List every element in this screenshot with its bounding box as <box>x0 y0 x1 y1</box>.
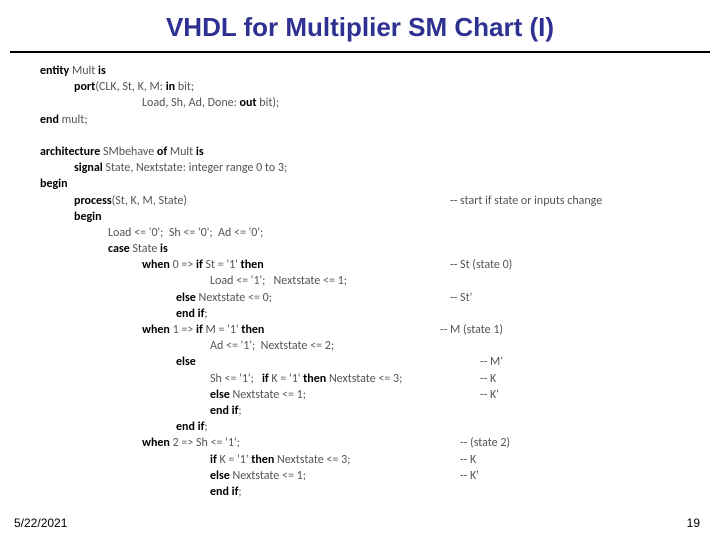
code-comment: -- St' <box>450 290 472 306</box>
code-comment: -- M' <box>480 354 503 370</box>
code-line: begin <box>40 176 720 192</box>
code-line: else-- M' <box>40 354 720 370</box>
code-comment: -- K' <box>460 468 479 484</box>
code-line: architecture SMbehave of Mult is <box>40 144 720 160</box>
code-comment: -- K <box>480 371 496 387</box>
code-line: else Nextstate <= 0;-- St' <box>40 290 720 306</box>
code-comment: -- K <box>460 452 476 468</box>
code-line: begin <box>40 209 720 225</box>
code-line: process(St, K, M, State)-- start if stat… <box>40 193 720 209</box>
code-line: Load, Sh, Ad, Done: out bit); <box>40 95 720 111</box>
code-line: if K = '1' then Nextstate <= 3;-- K <box>40 452 720 468</box>
code-line: else Nextstate <= 1;-- K' <box>40 468 720 484</box>
code-line: else Nextstate <= 1;-- K' <box>40 387 720 403</box>
code-line: when 1 => if M = '1' then-- M (state 1) <box>40 322 720 338</box>
footer-page-number: 19 <box>687 516 700 530</box>
vhdl-code-block: entity Mult isport(CLK, St, K, M: in bit… <box>0 63 720 500</box>
code-comment: -- start if state or inputs change <box>450 193 602 209</box>
code-line: when 0 => if St = '1' then-- St (state 0… <box>40 257 720 273</box>
code-line: Ad <= '1'; Nextstate <= 2; <box>40 338 720 354</box>
code-line: port(CLK, St, K, M: in bit; <box>40 79 720 95</box>
slide-title: VHDL for Multiplier SM Chart (I) <box>0 0 720 51</box>
code-line <box>40 128 720 144</box>
code-line: when 2 => Sh <= '1';-- (state 2) <box>40 435 720 451</box>
code-line: entity Mult is <box>40 63 720 79</box>
code-line: signal State, Nextstate: integer range 0… <box>40 160 720 176</box>
code-line: end if; <box>40 403 720 419</box>
footer-date: 5/22/2021 <box>14 516 67 530</box>
code-comment: -- K' <box>480 387 499 403</box>
code-line: end if; <box>40 419 720 435</box>
code-line: end if; <box>40 484 720 500</box>
code-line: Load <= '1'; Nextstate <= 1; <box>40 273 720 289</box>
code-comment: -- M (state 1) <box>440 322 503 338</box>
code-line: end if; <box>40 306 720 322</box>
code-comment: -- (state 2) <box>460 435 510 451</box>
code-line: end mult; <box>40 112 720 128</box>
code-line: Load <= '0'; Sh <= '0'; Ad <= '0'; <box>40 225 720 241</box>
code-line: case State is <box>40 241 720 257</box>
title-underline <box>10 51 710 53</box>
code-comment: -- St (state 0) <box>450 257 512 273</box>
code-line: Sh <= '1'; if K = '1' then Nextstate <= … <box>40 371 720 387</box>
